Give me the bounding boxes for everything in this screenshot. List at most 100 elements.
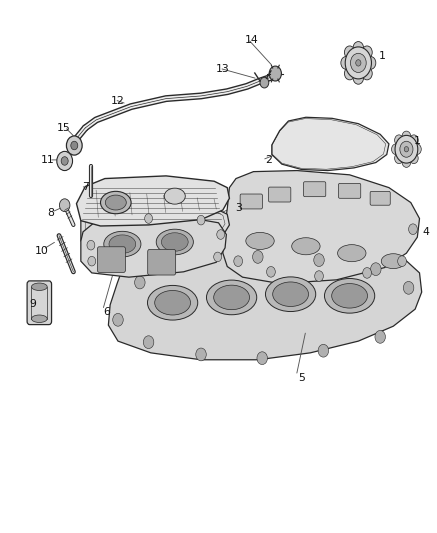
Circle shape xyxy=(257,352,267,365)
Circle shape xyxy=(135,276,145,289)
Circle shape xyxy=(404,147,409,152)
Circle shape xyxy=(88,256,96,266)
Circle shape xyxy=(409,135,418,146)
Ellipse shape xyxy=(31,283,47,290)
Ellipse shape xyxy=(105,195,126,210)
Polygon shape xyxy=(81,203,229,248)
Ellipse shape xyxy=(104,231,141,257)
Circle shape xyxy=(345,47,371,79)
Ellipse shape xyxy=(164,188,185,204)
Ellipse shape xyxy=(31,315,47,322)
Circle shape xyxy=(395,135,403,146)
Circle shape xyxy=(196,348,206,361)
Text: 11: 11 xyxy=(41,155,55,165)
Circle shape xyxy=(87,240,95,250)
FancyBboxPatch shape xyxy=(148,249,176,275)
Circle shape xyxy=(61,157,68,165)
Text: 10: 10 xyxy=(35,246,49,255)
Text: 9: 9 xyxy=(29,299,36,309)
FancyBboxPatch shape xyxy=(370,191,390,205)
Circle shape xyxy=(71,141,78,150)
Circle shape xyxy=(318,344,329,357)
Circle shape xyxy=(395,153,403,164)
Circle shape xyxy=(66,136,82,155)
Ellipse shape xyxy=(155,290,191,315)
Circle shape xyxy=(350,53,366,72)
Ellipse shape xyxy=(266,277,316,311)
Ellipse shape xyxy=(101,191,131,214)
Text: 15: 15 xyxy=(56,123,70,133)
Circle shape xyxy=(344,46,355,59)
Text: 1: 1 xyxy=(414,136,421,146)
Circle shape xyxy=(375,330,385,343)
Circle shape xyxy=(402,131,411,142)
Circle shape xyxy=(267,266,275,277)
Text: 13: 13 xyxy=(216,64,230,74)
Circle shape xyxy=(59,199,70,212)
FancyBboxPatch shape xyxy=(303,182,326,197)
Ellipse shape xyxy=(148,286,198,320)
Ellipse shape xyxy=(207,280,257,314)
Ellipse shape xyxy=(109,235,136,253)
Ellipse shape xyxy=(273,282,309,306)
Ellipse shape xyxy=(161,233,188,251)
Text: 6: 6 xyxy=(104,307,111,317)
Circle shape xyxy=(403,281,414,294)
Circle shape xyxy=(371,263,381,276)
Circle shape xyxy=(353,71,364,84)
Circle shape xyxy=(57,151,73,171)
Circle shape xyxy=(395,135,418,163)
Polygon shape xyxy=(223,171,420,284)
Circle shape xyxy=(409,224,417,235)
Ellipse shape xyxy=(332,284,368,308)
Text: 3: 3 xyxy=(235,203,242,213)
Circle shape xyxy=(260,77,269,88)
Ellipse shape xyxy=(156,229,193,255)
Circle shape xyxy=(362,46,372,59)
Circle shape xyxy=(113,313,123,326)
Circle shape xyxy=(145,214,153,223)
Ellipse shape xyxy=(338,245,366,262)
Text: 14: 14 xyxy=(244,35,258,45)
Text: 4: 4 xyxy=(423,227,430,237)
Circle shape xyxy=(400,141,413,157)
FancyBboxPatch shape xyxy=(97,247,125,272)
Ellipse shape xyxy=(214,285,250,310)
Circle shape xyxy=(269,66,281,81)
Circle shape xyxy=(344,67,355,80)
FancyBboxPatch shape xyxy=(240,194,262,209)
Circle shape xyxy=(398,256,406,266)
Circle shape xyxy=(392,144,400,155)
Circle shape xyxy=(413,144,421,155)
Circle shape xyxy=(314,254,324,266)
Circle shape xyxy=(253,251,263,263)
Circle shape xyxy=(356,60,361,66)
Polygon shape xyxy=(76,176,229,226)
Circle shape xyxy=(191,255,202,268)
FancyBboxPatch shape xyxy=(338,183,361,198)
Text: 2: 2 xyxy=(265,155,272,165)
FancyBboxPatch shape xyxy=(269,187,291,202)
Polygon shape xyxy=(272,117,389,171)
Circle shape xyxy=(143,336,154,349)
Circle shape xyxy=(214,252,222,262)
Polygon shape xyxy=(108,230,422,360)
Text: 5: 5 xyxy=(298,374,305,383)
Text: 1: 1 xyxy=(379,51,386,61)
Circle shape xyxy=(315,271,323,281)
Circle shape xyxy=(362,67,372,80)
Ellipse shape xyxy=(324,278,375,313)
Ellipse shape xyxy=(292,238,320,255)
Text: 8: 8 xyxy=(47,208,54,218)
Ellipse shape xyxy=(381,254,406,269)
Circle shape xyxy=(197,215,205,225)
Polygon shape xyxy=(81,217,226,277)
Ellipse shape xyxy=(246,232,274,249)
Circle shape xyxy=(234,256,243,266)
Circle shape xyxy=(365,56,376,69)
Circle shape xyxy=(341,56,351,69)
Text: 7: 7 xyxy=(82,182,89,191)
Text: 12: 12 xyxy=(111,96,125,106)
FancyBboxPatch shape xyxy=(27,281,52,325)
Circle shape xyxy=(353,42,364,54)
